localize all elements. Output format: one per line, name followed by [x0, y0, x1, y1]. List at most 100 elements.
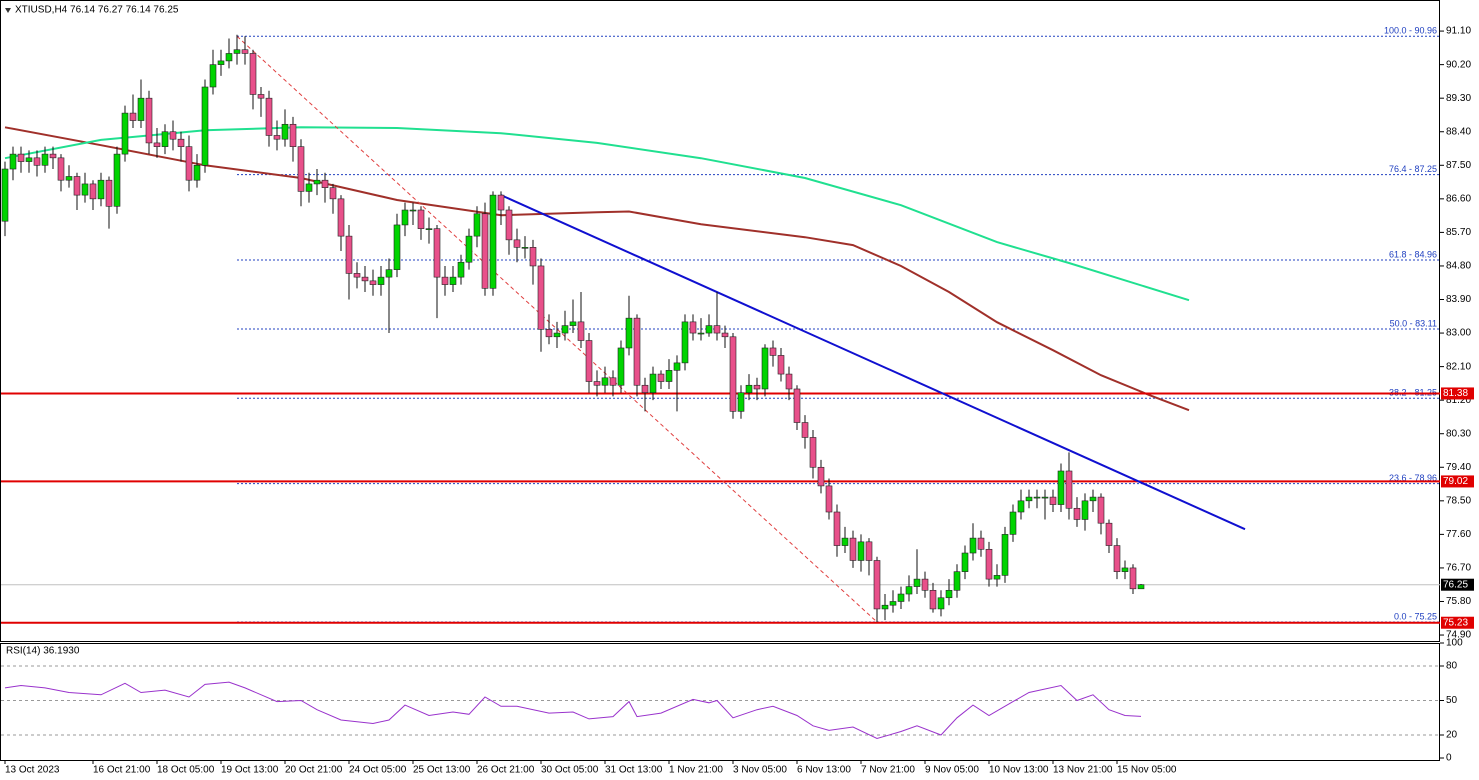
candle-body [841, 537, 849, 546]
y-tick-label: 80.30 [1446, 428, 1471, 439]
x-tick-label: 16 Oct 21:00 [93, 765, 151, 776]
candle-body [425, 228, 433, 230]
candle-body [1081, 500, 1089, 520]
x-tick-label: 9 Nov 05:00 [925, 765, 979, 776]
candle-body [17, 153, 25, 162]
candle-body [457, 261, 465, 278]
candle-body [713, 325, 721, 334]
candle-body [721, 332, 729, 338]
level-label: 75.23 [1443, 617, 1468, 628]
candle-body [49, 153, 57, 159]
title-icon [5, 8, 11, 13]
candle-body [569, 321, 577, 326]
level-box [1441, 616, 1474, 629]
rsi-panel-frame [0, 643, 1440, 761]
candle-body [377, 276, 385, 285]
candle-body [593, 381, 601, 386]
candle-body [313, 179, 321, 185]
fib-label: 61.8 - 84.96 [1389, 249, 1437, 259]
candle-body [1049, 496, 1057, 505]
candle-body [193, 164, 201, 181]
candle-body [777, 355, 785, 375]
candle-body [649, 373, 657, 394]
candle-body [1105, 522, 1113, 546]
candle-body [953, 571, 961, 591]
candle-body [433, 228, 441, 278]
candle-body [681, 321, 689, 364]
candle-body [137, 97, 145, 121]
candle-body [641, 384, 649, 394]
candle-body [537, 265, 545, 330]
candle-body [1, 168, 9, 222]
candle-body [1113, 545, 1121, 572]
candle-body [185, 146, 193, 181]
x-tick-label: 19 Oct 13:00 [221, 765, 279, 776]
candle-body [1073, 507, 1081, 520]
y-tick-label: 50 [1446, 695, 1458, 706]
candle-body [921, 578, 929, 591]
x-tick-label: 13 Oct 2023 [5, 765, 60, 776]
candle-body [33, 157, 41, 166]
candle-body [265, 97, 273, 136]
candle-body [673, 362, 681, 371]
candle-body [625, 317, 633, 349]
rsi-title: RSI(14) 36.1930 [6, 646, 80, 657]
candle-body [473, 213, 481, 237]
candle-body [897, 593, 905, 602]
candle-body [489, 194, 497, 289]
candle-body [849, 537, 857, 561]
candle-body [1057, 470, 1065, 505]
y-tick-label: 81.20 [1446, 395, 1471, 406]
candle-body [97, 179, 105, 200]
candle-body [945, 589, 953, 599]
candle-body [801, 422, 809, 438]
y-tick-label: 0 [1446, 753, 1452, 764]
candle-body [385, 269, 393, 278]
current-price-box [1441, 578, 1474, 591]
candle-body [113, 153, 121, 207]
candle-body [553, 332, 561, 338]
y-tick-label: 74.90 [1446, 630, 1471, 641]
x-tick-label: 3 Nov 05:00 [733, 765, 787, 776]
candle-body [321, 179, 329, 188]
candle-body [73, 176, 81, 196]
candle-body [497, 194, 505, 211]
candle-body [809, 437, 817, 468]
x-tick-label: 25 Oct 13:00 [413, 765, 471, 776]
candle-body [705, 325, 713, 334]
y-tick-label: 88.40 [1446, 126, 1471, 137]
candle-body [393, 224, 401, 270]
fib-label: 50.0 - 83.11 [1390, 318, 1437, 328]
candle-body [937, 597, 945, 610]
candle-body [169, 131, 177, 140]
x-tick-label: 7 Nov 21:00 [861, 765, 915, 776]
candle-body [577, 321, 585, 341]
candle-body [201, 86, 209, 166]
candle-body [1129, 567, 1137, 590]
y-tick-label: 80 [1446, 661, 1458, 672]
candle-body [257, 94, 265, 99]
candle-body [465, 235, 473, 263]
candle-body [241, 49, 249, 54]
x-tick-label: 30 Oct 05:00 [541, 765, 599, 776]
x-tick-label: 10 Nov 13:00 [989, 765, 1049, 776]
candle-body [353, 273, 361, 278]
candle-body [9, 153, 17, 170]
line [4, 126, 1190, 412]
candle-body [865, 541, 873, 561]
x-tick-label: 24 Oct 05:00 [349, 765, 407, 776]
candle-body [297, 146, 305, 192]
candle-body [41, 153, 49, 166]
y-tick-label: 20 [1446, 730, 1458, 741]
candle-body [697, 332, 705, 335]
candle-body [665, 370, 673, 382]
candle-body [449, 276, 457, 285]
candle-body [881, 604, 889, 610]
candle-body [65, 176, 73, 181]
fib-label: 23.6 - 78.96 [1389, 473, 1437, 483]
candle-body [481, 213, 489, 289]
candle-body [305, 183, 313, 192]
candle-body [361, 276, 369, 282]
